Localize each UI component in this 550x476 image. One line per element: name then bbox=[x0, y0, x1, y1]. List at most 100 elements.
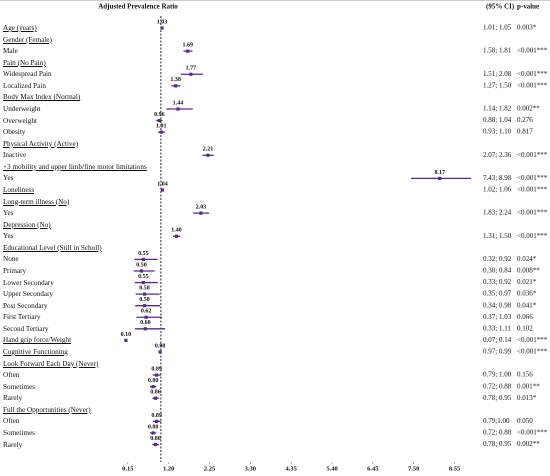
section-label: Pain (No Pain) bbox=[3, 58, 46, 67]
p-value: 0.817 bbox=[517, 128, 533, 136]
ci-label: 0.32; 0.92 bbox=[483, 255, 512, 263]
estimate-label: 0.55 bbox=[138, 274, 149, 280]
x-tick-label: 6.45 bbox=[367, 465, 379, 472]
ci-label: 1.51; 2.08 bbox=[483, 70, 512, 78]
p-header: p-value bbox=[517, 3, 539, 11]
ci-label: 1.83; 2.24 bbox=[483, 209, 512, 217]
row-label-box: Full the Opportunities (Never) bbox=[3, 406, 91, 414]
x-tick-label: 5.40 bbox=[326, 465, 337, 472]
estimate-label: 0.55 bbox=[138, 251, 149, 257]
row-label: Obesity bbox=[3, 128, 26, 137]
p-value: 0.036* bbox=[517, 290, 537, 298]
row-label-box: Long-term illness (No) bbox=[3, 198, 69, 206]
row-label-box: Often bbox=[3, 417, 19, 425]
estimate-point bbox=[206, 153, 210, 157]
ci-label: 0.30; 0.84 bbox=[483, 267, 512, 275]
row-label-box: Upper Secondary bbox=[3, 290, 53, 298]
estimate-point bbox=[158, 350, 162, 354]
p-value: 0.002** bbox=[517, 440, 540, 448]
row-label-box: First Tertiary bbox=[3, 313, 41, 322]
ci-label: 0.72; 0.88 bbox=[483, 382, 512, 390]
row-label-box: Localized Pain bbox=[3, 81, 46, 90]
ci-label: 1.14; 1.82 bbox=[483, 105, 512, 113]
estimate-point bbox=[142, 292, 147, 296]
row-label-box: Male bbox=[3, 47, 18, 56]
p-value: 0.002** bbox=[517, 105, 540, 113]
row-label-box: Body Max Index (Normal) bbox=[3, 93, 80, 101]
p-value: 0.008** bbox=[517, 267, 540, 275]
estimate-point bbox=[141, 257, 145, 261]
p-value: <0.001*** bbox=[517, 151, 548, 159]
ci-label: 1.02; 1.06 bbox=[483, 186, 512, 194]
estimate-label: 8.17 bbox=[434, 170, 445, 176]
ci-label: 0.97; 0.99 bbox=[483, 348, 512, 356]
estimate-label: 1.03 bbox=[157, 19, 168, 25]
estimate-label: 0.58 bbox=[139, 297, 150, 303]
p-value: 0.276 bbox=[517, 116, 533, 124]
row-label-box: Obesity bbox=[3, 128, 26, 137]
row-label: Overweight bbox=[3, 116, 37, 125]
x-tick-label: 1.20 bbox=[163, 465, 174, 472]
p-value: 0.066 bbox=[517, 313, 533, 321]
row-label: None bbox=[3, 255, 19, 264]
row-label: Second Tertiary bbox=[3, 324, 49, 333]
p-value: <0.001*** bbox=[517, 209, 548, 217]
ci-label: 0.79; 1.00 bbox=[483, 371, 512, 379]
estimate-label: 0.80 bbox=[148, 424, 159, 430]
x-tick-label: 0.15 bbox=[122, 465, 134, 472]
section-label: Loneliness bbox=[3, 185, 35, 194]
estimate-point bbox=[438, 176, 442, 181]
p-value: <0.001*** bbox=[517, 174, 548, 182]
row-label: Sometimes bbox=[3, 428, 35, 437]
row-label: First Tertiary bbox=[3, 313, 41, 322]
estimate-point bbox=[174, 234, 179, 238]
row-label: Post Secondary bbox=[3, 301, 48, 310]
row-label-box: Underweight bbox=[3, 105, 41, 113]
row-label-box: Overweight bbox=[3, 116, 37, 125]
row-label-box: Post Secondary bbox=[3, 301, 48, 310]
section-label: Depression (No) bbox=[3, 220, 51, 229]
p-value: <0.001*** bbox=[517, 81, 548, 89]
estimate-label: 1.69 bbox=[182, 43, 193, 49]
estimate-label: 1.38 bbox=[170, 77, 181, 83]
ci-label: 1.58; 1.81 bbox=[483, 47, 512, 55]
section-label: Gender (Female) bbox=[3, 35, 52, 44]
x-tick-label: 2.25 bbox=[204, 465, 216, 472]
row-label-box: Widespread Pain bbox=[3, 70, 52, 79]
estimate-label: 0.98 bbox=[155, 343, 166, 349]
p-value: 0.021* bbox=[517, 278, 537, 286]
section-label: Look Forward Each Day (Never) bbox=[3, 359, 99, 368]
ci-label: 0.72; 0.88 bbox=[483, 429, 512, 437]
x-tick-label: 4.35 bbox=[285, 465, 297, 472]
estimate-label: 0.50 bbox=[136, 262, 147, 268]
row-label: Localized Pain bbox=[3, 81, 46, 90]
row-label: Rarely bbox=[3, 394, 23, 403]
row-label-box: Educational Level (Still in Scholl) bbox=[3, 244, 102, 252]
ci-label: 2.07; 2.36 bbox=[483, 151, 512, 159]
p-value: 0.050 bbox=[517, 417, 533, 425]
row-label: Widespread Pain bbox=[3, 70, 52, 79]
row-label-box: Often bbox=[3, 371, 19, 379]
estimate-point bbox=[143, 327, 147, 331]
p-value: 0.001** bbox=[517, 382, 540, 390]
p-value: <0.001*** bbox=[517, 429, 548, 437]
p-value: 0.041* bbox=[517, 301, 537, 309]
estimate-point bbox=[199, 211, 203, 215]
estimate-label: 1.77 bbox=[186, 66, 197, 72]
estimate-label: 0.89 bbox=[151, 413, 162, 419]
row-label-box: Hand grip force/Weight bbox=[3, 336, 71, 344]
row-label-box: Rarely bbox=[3, 394, 23, 403]
estimate-point bbox=[155, 419, 159, 423]
row-label: Male bbox=[3, 47, 18, 56]
row-label-box: Depression (No) bbox=[3, 220, 51, 229]
estimate-point bbox=[151, 431, 155, 435]
estimate-label: 1.01 bbox=[156, 124, 167, 130]
row-label-box: Second Tertiary bbox=[3, 324, 49, 333]
section-label: Age (years) bbox=[3, 24, 37, 32]
estimate-point bbox=[153, 442, 158, 447]
row-label-box: +3 mobility and upper limb/fine motor li… bbox=[3, 163, 147, 171]
ci-label: 0.35; 0.97 bbox=[483, 290, 512, 298]
row-label-box: Sometimes bbox=[3, 383, 35, 391]
p-value: 0.156 bbox=[517, 371, 533, 379]
ci-label: 0.88; 1.04 bbox=[483, 116, 512, 124]
